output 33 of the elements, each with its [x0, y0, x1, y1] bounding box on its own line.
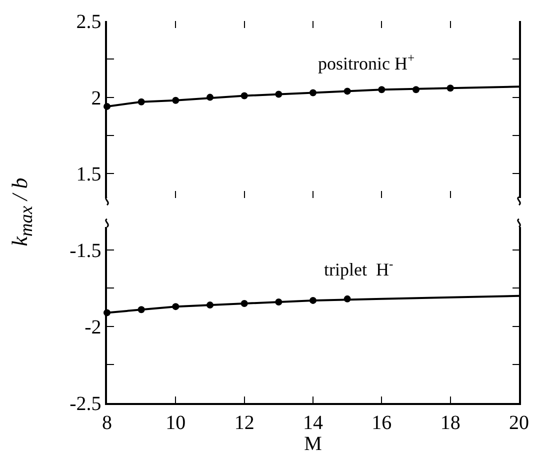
- y-tick-label: 2.5: [76, 11, 102, 33]
- point: [240, 300, 248, 308]
- point: [412, 86, 420, 94]
- y-tick-label: -1.5: [70, 240, 102, 262]
- point: [138, 98, 145, 106]
- x-axis-title: M: [304, 433, 322, 455]
- point: [206, 302, 214, 309]
- y-tick-label: -2: [84, 316, 102, 338]
- point: [172, 96, 180, 104]
- x-tick-label: 16: [372, 412, 392, 434]
- point: [275, 298, 282, 306]
- point: [138, 306, 145, 314]
- point: [172, 303, 180, 310]
- x-tick-label: 18: [440, 412, 460, 434]
- y-tick-label: 1.5: [76, 164, 102, 186]
- annotation: triplet H$^{-}$: [324, 257, 394, 280]
- point: [206, 94, 214, 101]
- y-tick-label: -2.5: [70, 393, 102, 415]
- x-tick-label: 10: [166, 412, 186, 434]
- point: [310, 89, 316, 96]
- point: [310, 296, 316, 304]
- x-tick-label: 20: [509, 412, 529, 434]
- point: [275, 90, 282, 98]
- x-tick-label: 12: [234, 412, 254, 434]
- point: [446, 84, 454, 92]
- point: [344, 295, 351, 302]
- point: [240, 92, 248, 100]
- x-tick-label: 8: [102, 412, 112, 434]
- point: [378, 86, 386, 94]
- y-tick-label: 2: [91, 87, 102, 110]
- annotation: positronic H$^{+}$: [318, 51, 415, 74]
- x-tick-label: 14: [303, 412, 323, 434]
- point: [344, 88, 351, 95]
